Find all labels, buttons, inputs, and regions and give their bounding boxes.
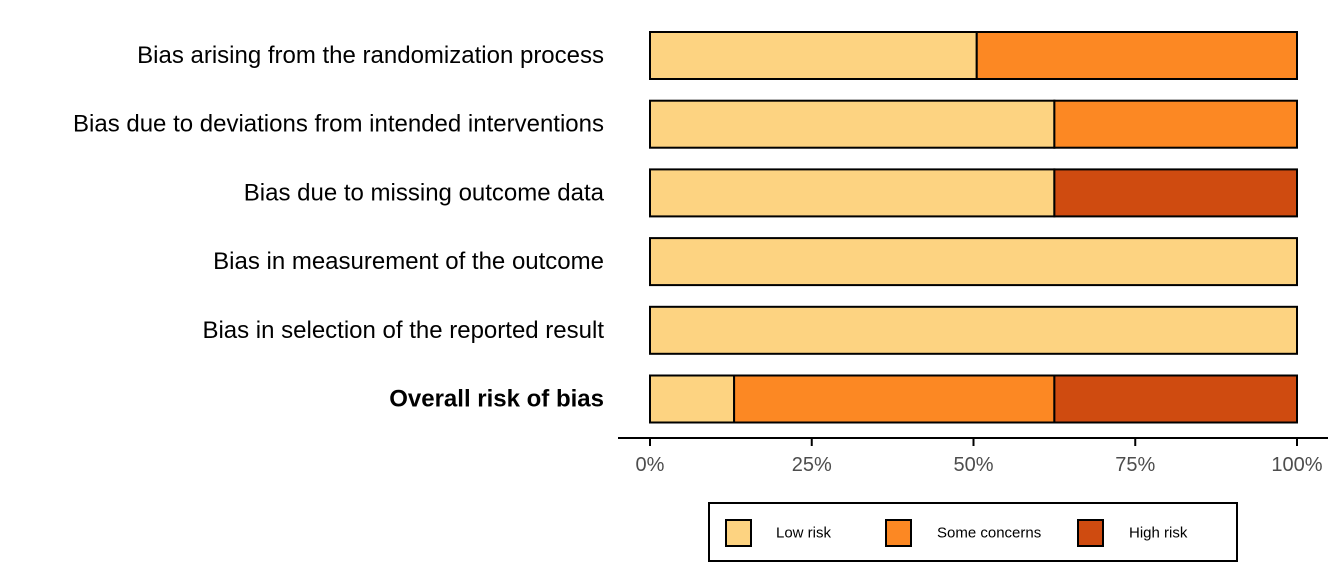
x-tick-label-25: 25% xyxy=(792,454,832,476)
bar-high-risk-bias-due-to-missing-outcome-data xyxy=(1053,168,1298,218)
bar-low-risk-bias-arising-from-the-randomization-process xyxy=(649,31,978,80)
x-tick-label-0: 0% xyxy=(636,454,665,476)
legend-key-low-risk xyxy=(725,519,752,547)
category-label-bias-due-to-deviations-from-intended-interventions: Bias due to deviations from intended int… xyxy=(73,111,604,138)
category-labels: Bias arising from the randomization proc… xyxy=(73,42,605,413)
bar-some-concerns-bias-due-to-deviations-from-intended-interventions xyxy=(1053,99,1298,149)
bar-high-risk-overall-risk-of-bias xyxy=(1053,374,1298,424)
legend-key-high-risk xyxy=(1077,519,1104,547)
bar-low-risk-overall-risk-of-bias xyxy=(649,374,736,424)
x-axis: 0% 25% 50% 75% 100% xyxy=(618,437,1328,476)
bars xyxy=(649,31,1298,424)
bar-some-concerns-overall-risk-of-bias xyxy=(733,374,1056,424)
x-tick-label-75: 75% xyxy=(1115,454,1155,476)
category-label-bias-in-selection-of-the-reported-result: Bias in selection of the reported result xyxy=(202,317,604,344)
legend-label-some-concerns: Some concerns xyxy=(937,525,1041,542)
legend-key-some-concerns xyxy=(885,519,912,547)
category-label-bias-in-measurement-of-the-outcome: Bias in measurement of the outcome xyxy=(213,248,604,275)
category-label-bias-due-to-missing-outcome-data: Bias due to missing outcome data xyxy=(244,179,605,206)
bar-low-risk-bias-due-to-deviations-from-intended-interventions xyxy=(649,99,1056,149)
bar-low-risk-bias-due-to-missing-outcome-data xyxy=(649,168,1056,218)
bar-some-concerns-bias-arising-from-the-randomization-process xyxy=(975,31,1298,80)
legend-label-low-risk: Low risk xyxy=(776,525,832,542)
category-label-bias-arising-from-the-randomization-process: Bias arising from the randomization proc… xyxy=(137,42,604,69)
x-tick-label-50: 50% xyxy=(953,454,993,476)
x-tick-label-100: 100% xyxy=(1271,454,1322,476)
bar-low-risk-bias-in-measurement-of-the-outcome xyxy=(649,237,1298,287)
bar-low-risk-bias-in-selection-of-the-reported-result xyxy=(649,305,1298,355)
legend: Low risk Some concerns High risk xyxy=(708,502,1238,562)
category-label-overall-risk-of-bias: Overall risk of bias xyxy=(389,386,604,413)
legend-box xyxy=(708,502,1238,562)
legend-label-high-risk: High risk xyxy=(1129,525,1188,542)
